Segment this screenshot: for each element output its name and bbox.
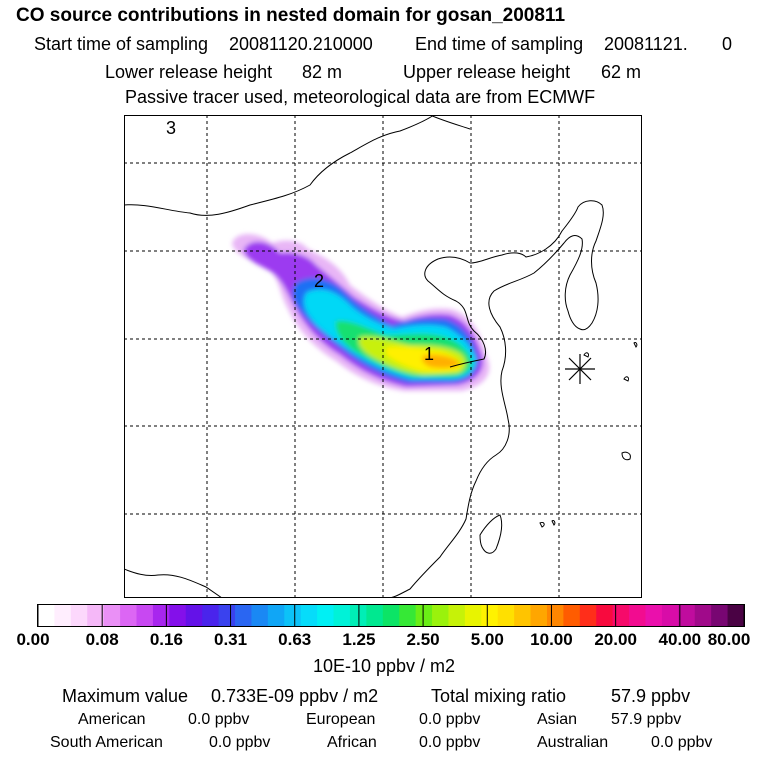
colorbar-swatch <box>251 605 269 626</box>
colorbar-swatch <box>300 605 318 626</box>
colorbar-tick-label: 10.00 <box>530 630 573 649</box>
colorbar-swatch <box>514 605 532 626</box>
colorbar-swatch <box>235 605 253 626</box>
colorbar-tick-label: 0.00 <box>16 630 50 649</box>
map-panel: 1 2 3 <box>124 115 642 598</box>
region-european-value: 0.0 ppbv <box>419 711 481 728</box>
colorbar-swatch <box>218 605 236 626</box>
colorbar-swatch <box>54 605 72 626</box>
colorbar-swatch <box>267 605 285 626</box>
asterisk-icon <box>565 354 595 384</box>
colorbar <box>37 604 745 627</box>
colorbar-tick-label: 5.00 <box>470 630 504 649</box>
colorbar-swatch <box>382 605 400 626</box>
colorbar-swatch <box>38 605 56 626</box>
colorbar-units: 10E-10 ppbv / m2 <box>312 656 456 676</box>
colorbar-tick-label: 40.00 <box>658 630 702 649</box>
colorbar-swatch <box>333 605 351 626</box>
region-american-label: American <box>78 711 146 728</box>
region-australian-label: Australian <box>537 734 609 751</box>
colorbar-swatch <box>481 605 499 626</box>
colorbar-swatch <box>464 605 482 626</box>
colorbar-swatch <box>136 605 154 626</box>
colorbar-swatch <box>579 605 597 626</box>
colorbar-swatch <box>152 605 170 626</box>
colorbar-swatch <box>497 605 515 626</box>
source-label-1: 1 <box>424 344 434 364</box>
region-asian-label: Asian <box>537 711 578 728</box>
end-time-value: 20081121. <box>604 34 688 54</box>
colorbar-tick-label: 1.25 <box>342 630 376 649</box>
colorbar-swatch <box>202 605 220 626</box>
colorbar-swatch <box>448 605 466 626</box>
colorbar-frame <box>37 604 745 627</box>
colorbar-swatch <box>432 605 450 626</box>
colorbar-swatch <box>120 605 138 626</box>
region-south-american-value: 0.0 ppbv <box>209 734 271 751</box>
region-australian-value: 0.0 ppbv <box>651 734 713 751</box>
colorbar-swatch <box>727 605 745 626</box>
colorbar-swatch <box>711 605 729 626</box>
concentration-plume <box>232 234 490 391</box>
colorbar-swatch <box>399 605 417 626</box>
tracer-note: Passive tracer used, meteorological data… <box>125 87 596 107</box>
end-time-suffix: 0 <box>722 34 733 54</box>
colorbar-swatch <box>563 605 581 626</box>
colorbar-tick-label: 0.63 <box>278 630 312 649</box>
region-south-american-label: South American <box>50 734 163 751</box>
colorbar-swatch <box>629 605 647 626</box>
max-value-label: Maximum value <box>62 686 189 706</box>
start-time-value: 20081120.210000 <box>229 34 373 54</box>
colorbar-swatch <box>103 605 121 626</box>
total-mixing-label: Total mixing ratio <box>431 686 567 706</box>
lat-lon-grid <box>124 115 642 598</box>
region-european-label: European <box>306 711 376 728</box>
chart-title: CO source contributions in nested domain… <box>16 5 566 26</box>
end-time-label: End time of sampling <box>415 34 584 54</box>
colorbar-swatch <box>169 605 187 626</box>
colorbar-swatch <box>612 605 630 626</box>
upper-release-value: 62 m <box>601 62 642 82</box>
colorbar-swatch <box>185 605 203 626</box>
start-time-label: Start time of sampling <box>34 34 209 54</box>
colorbar-swatch <box>317 605 335 626</box>
colorbar-swatch <box>366 605 384 626</box>
lower-release-value: 82 m <box>302 62 343 82</box>
region-american-value: 0.0 ppbv <box>188 711 250 728</box>
colorbar-swatch <box>678 605 696 626</box>
lower-release-label: Lower release height <box>105 62 273 82</box>
coastlines <box>124 115 638 598</box>
colorbar-tick-label: 2.50 <box>406 630 440 649</box>
colorbar-tick-label: 0.31 <box>213 630 248 649</box>
colorbar-swatch <box>546 605 564 626</box>
region-african-label: African <box>327 734 377 751</box>
source-label-2: 2 <box>314 271 324 291</box>
colorbar-tick-label: 0.08 <box>85 630 119 649</box>
upper-release-label: Upper release height <box>403 62 571 82</box>
total-mixing-value: 57.9 ppbv <box>611 686 691 706</box>
max-value: 0.733E-09 ppbv / m2 <box>211 686 379 706</box>
colorbar-swatch <box>661 605 679 626</box>
colorbar-swatch <box>284 605 302 626</box>
colorbar-tick-label: 0.16 <box>149 630 183 649</box>
plume-orange <box>422 354 460 369</box>
colorbar-swatch <box>87 605 105 626</box>
colorbar-swatch <box>70 605 88 626</box>
colorbar-swatch <box>694 605 712 626</box>
region-asian-value: 57.9 ppbv <box>611 711 682 728</box>
colorbar-swatch <box>530 605 548 626</box>
region-african-value: 0.0 ppbv <box>419 734 481 751</box>
source-label-3: 3 <box>166 118 176 138</box>
colorbar-swatch <box>596 605 614 626</box>
colorbar-swatch <box>415 605 433 626</box>
colorbar-swatch <box>645 605 663 626</box>
colorbar-tick-label: 20.00 <box>594 630 637 649</box>
colorbar-tick-label: 80.00 <box>707 630 751 649</box>
